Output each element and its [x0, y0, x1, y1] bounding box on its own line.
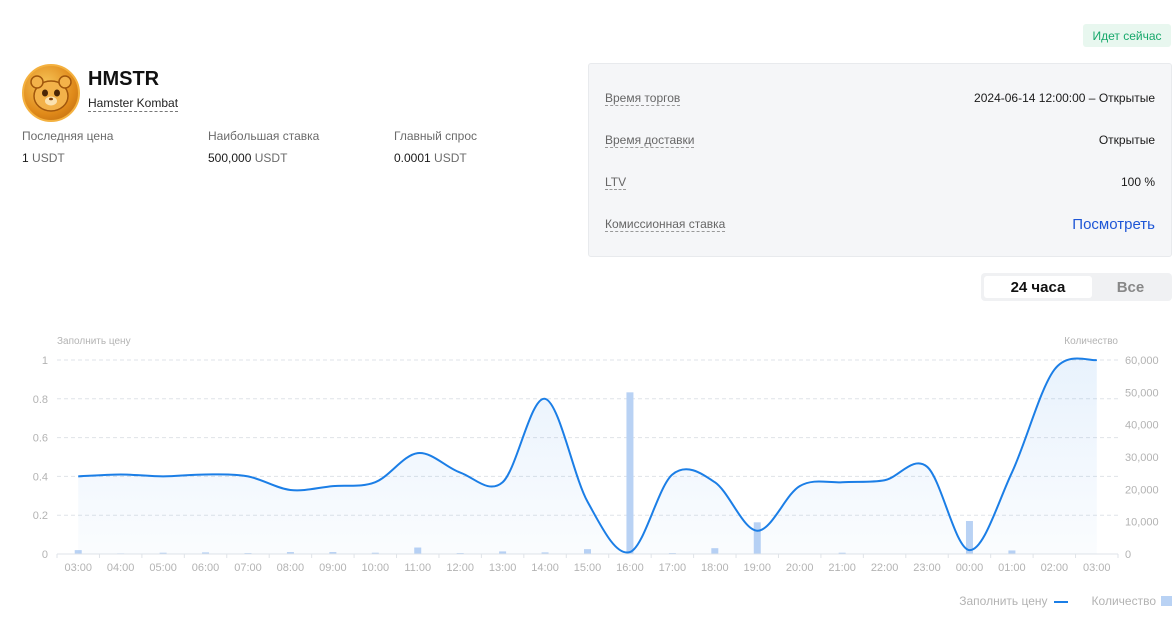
- x-tick-label: 17:00: [659, 562, 687, 574]
- x-tick-label: 05:00: [149, 562, 177, 574]
- y-right-tick-label: 30,000: [1125, 452, 1159, 464]
- stat-number: 1: [22, 151, 29, 165]
- stat-unit: USDT: [254, 151, 288, 165]
- price-line: [78, 357, 1098, 554]
- right-axis-title: Количество: [1064, 336, 1118, 347]
- info-row-fee: Комиссионная ставка Посмотреть: [605, 212, 1155, 236]
- x-tick-label: 16:00: [616, 562, 644, 574]
- range-all-button[interactable]: Все: [1116, 278, 1145, 296]
- y-right-tick-label: 10,000: [1125, 517, 1159, 529]
- ltv-value: 100 %: [1120, 175, 1155, 189]
- x-tick-label: 14:00: [531, 562, 559, 574]
- x-tick-label: 01:00: [998, 562, 1026, 574]
- legend-line-icon: [1053, 601, 1068, 603]
- y-left-tick-label: 0.6: [33, 433, 48, 445]
- stat-highest-bid: Наибольшая ставка 500,000 USDT: [208, 129, 394, 165]
- x-tick-label: 07:00: [234, 562, 262, 574]
- x-tick-label: 10:00: [362, 562, 390, 574]
- y-right-tick-label: 50,000: [1125, 387, 1159, 399]
- delivery-time-label[interactable]: Время доставки: [605, 132, 695, 148]
- x-tick-label: 19:00: [743, 562, 771, 574]
- info-panel: Время торгов 2024-06-14 12:00:00 – Откры…: [588, 63, 1172, 257]
- token-header: HMSTR Hamster Kombat: [22, 64, 179, 122]
- x-tick-label: 18:00: [701, 562, 729, 574]
- stat-label: Последняя цена: [22, 129, 114, 143]
- x-tick-label: 11:00: [404, 562, 431, 574]
- volume-bar: [965, 521, 973, 554]
- x-tick-label: 08:00: [277, 562, 305, 574]
- legend-price-label: Заполнить цену: [959, 594, 1048, 608]
- x-tick-label: 03:00: [1083, 562, 1111, 574]
- y-left-tick-label: 0: [42, 549, 48, 561]
- stat-number: 0.0001: [394, 151, 431, 165]
- status-badge: Идет сейчас: [1083, 24, 1171, 47]
- x-tick-label: 15:00: [574, 562, 602, 574]
- delivery-time-value: Открытые: [1098, 133, 1155, 147]
- stat-label: Главный спрос: [394, 129, 478, 143]
- view-fee-link[interactable]: Посмотреть: [1072, 215, 1155, 233]
- ltv-label[interactable]: LTV: [605, 174, 627, 190]
- y-left-tick-label: 1: [42, 355, 48, 367]
- x-tick-label: 21:00: [828, 562, 856, 574]
- range-24h-button[interactable]: 24 часа: [984, 276, 1092, 298]
- chart-svg: Заполнить цену Количество00.20.40.60.8101…: [33, 336, 1159, 574]
- price-area: [78, 358, 1097, 554]
- fee-label[interactable]: Комиссионная ставка: [605, 216, 726, 232]
- y-right-tick-label: 20,000: [1125, 484, 1159, 496]
- legend-volume-label: Количество: [1091, 594, 1156, 608]
- stat-value: 500,000 USDT: [208, 151, 394, 165]
- info-row-ltv: LTV 100 %: [605, 170, 1155, 194]
- x-tick-label: 09:00: [319, 562, 347, 574]
- x-tick-label: 23:00: [913, 562, 941, 574]
- y-right-tick-label: 40,000: [1125, 420, 1159, 432]
- info-row-delivery-time: Время доставки Открытые: [605, 128, 1155, 152]
- x-tick-label: 20:00: [786, 562, 814, 574]
- stat-value: 0.0001 USDT: [394, 151, 580, 165]
- legend-item-volume[interactable]: Количество: [1092, 594, 1172, 608]
- trade-time-label[interactable]: Время торгов: [605, 90, 681, 106]
- y-right-tick-label: 0: [1125, 549, 1131, 561]
- info-row-trade-time: Время торгов 2024-06-14 12:00:00 – Откры…: [605, 86, 1155, 110]
- x-tick-label: 22:00: [871, 562, 899, 574]
- stat-main-ask: Главный спрос 0.0001 USDT: [394, 129, 580, 165]
- range-toggle: 24 часа Все: [981, 273, 1172, 301]
- y-right-tick-label: 60,000: [1125, 355, 1159, 367]
- stat-unit: USDT: [434, 151, 467, 165]
- token-fullname[interactable]: Hamster Kombat: [88, 96, 179, 112]
- legend-item-price[interactable]: Заполнить цену: [959, 594, 1068, 608]
- stat-unit: USDT: [32, 151, 65, 165]
- x-tick-label: 03:00: [64, 562, 92, 574]
- trade-time-value: 2024-06-14 12:00:00 – Открытые: [974, 91, 1155, 105]
- y-left-tick-label: 0.8: [33, 394, 48, 406]
- volume-bar: [626, 392, 634, 554]
- stat-label: Наибольшая ставка: [208, 129, 320, 143]
- token-symbol: HMSTR: [88, 68, 160, 90]
- x-tick-label: 04:00: [107, 562, 135, 574]
- left-axis-title: Заполнить цену: [57, 336, 131, 347]
- stats-row: Последняя цена 1 USDT Наибольшая ставка …: [22, 129, 580, 165]
- price-volume-chart: Заполнить цену Количество 0 0.2 0.4 0.6 0.8 1 0 1…: [0, 330, 1176, 580]
- hamster-logo-icon: [22, 64, 80, 122]
- stat-last-price: Последняя цена 1 USDT: [22, 129, 208, 165]
- x-tick-label: 06:00: [192, 562, 220, 574]
- stat-value: 1 USDT: [22, 151, 208, 165]
- y-left-tick-label: 0.2: [33, 510, 48, 522]
- x-tick-label: 13:00: [489, 562, 517, 574]
- x-tick-label: 00:00: [956, 562, 984, 574]
- stat-number: 500,000: [208, 151, 252, 165]
- y-left-tick-label: 0.4: [33, 471, 48, 483]
- x-tick-label: 02:00: [1041, 562, 1069, 574]
- legend-bar-icon: [1161, 596, 1172, 606]
- x-tick-label: 12:00: [446, 562, 474, 574]
- chart-legend: Заполнить цену Количество: [935, 594, 1172, 608]
